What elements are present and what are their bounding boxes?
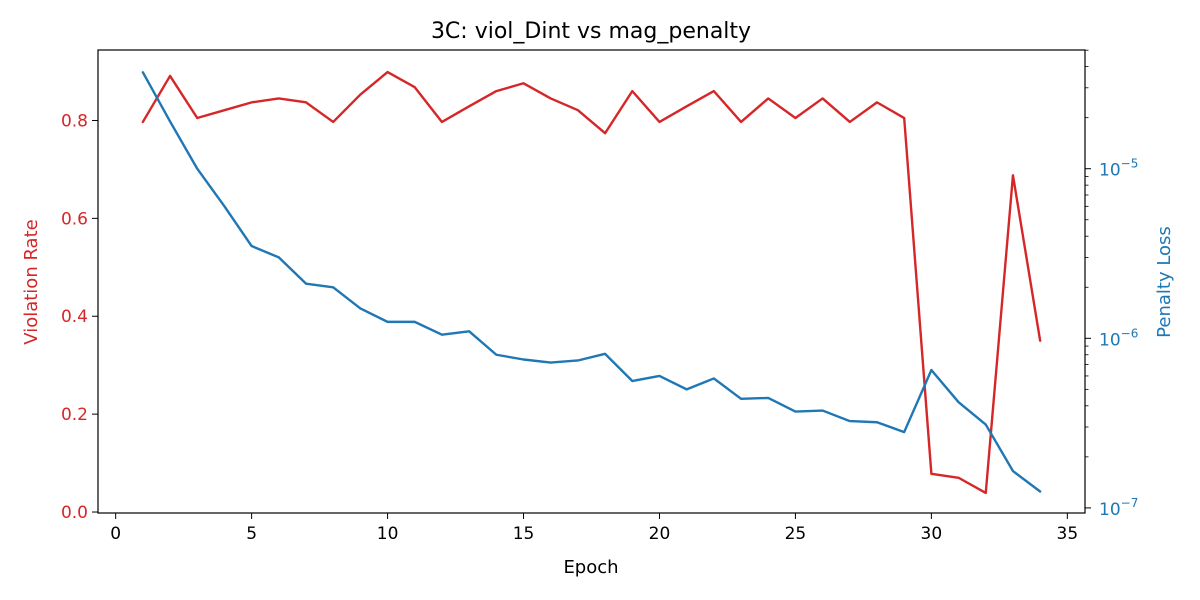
y-left-tick-label: 0.2 bbox=[61, 405, 88, 425]
y-right-axis-label: Penalty Loss bbox=[1154, 226, 1175, 338]
y-left-tick-label: 0.8 bbox=[61, 111, 88, 131]
y-left-tick-label: 0.0 bbox=[61, 503, 88, 523]
x-tick-label: 15 bbox=[513, 524, 535, 544]
ticks-layer: 0 5 10 15 20 25 30 35 0.0 0.2 0.4 0.6 0.8 10−7 10−6 10−… bbox=[61, 49, 1138, 544]
x-tick-label: 25 bbox=[785, 524, 807, 544]
x-tick-label: 30 bbox=[921, 524, 943, 544]
x-tick-label: 20 bbox=[649, 524, 671, 544]
series-line-penalty-loss bbox=[141, 71, 1042, 493]
x-tick-label: 0 bbox=[110, 524, 121, 544]
x-tick-label: 5 bbox=[246, 524, 257, 544]
x-tick-label: 10 bbox=[377, 524, 399, 544]
y-right-tick-label: 10−7 bbox=[1099, 496, 1138, 520]
y-right-tick-label: 10−6 bbox=[1099, 326, 1138, 350]
y-left-axis-label: Violation Rate bbox=[21, 219, 42, 344]
x-axis-label: Epoch bbox=[563, 557, 618, 578]
series-layer bbox=[141, 70, 1042, 495]
chart-title: 3C: viol_Dint vs mag_penalty bbox=[431, 19, 751, 44]
y-left-tick-label: 0.6 bbox=[61, 209, 88, 229]
y-left-tick-label: 0.4 bbox=[61, 307, 88, 327]
y-right-tick-label: 10−5 bbox=[1099, 157, 1138, 181]
series-line-violation-rate bbox=[141, 70, 1042, 495]
plot-frame bbox=[97, 49, 1086, 514]
x-tick-label: 35 bbox=[1057, 524, 1079, 544]
